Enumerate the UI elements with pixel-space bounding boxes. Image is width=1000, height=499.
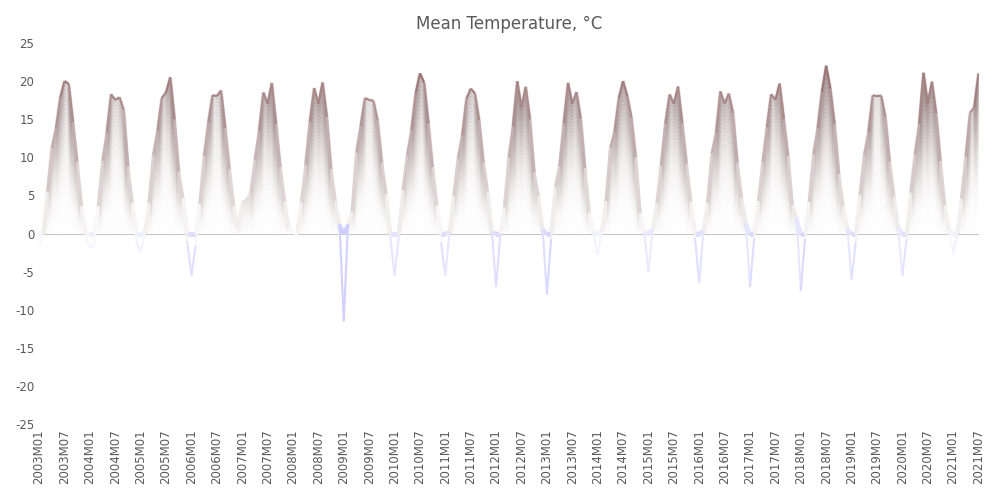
Title: Mean Temperature, °C: Mean Temperature, °C — [416, 15, 602, 33]
